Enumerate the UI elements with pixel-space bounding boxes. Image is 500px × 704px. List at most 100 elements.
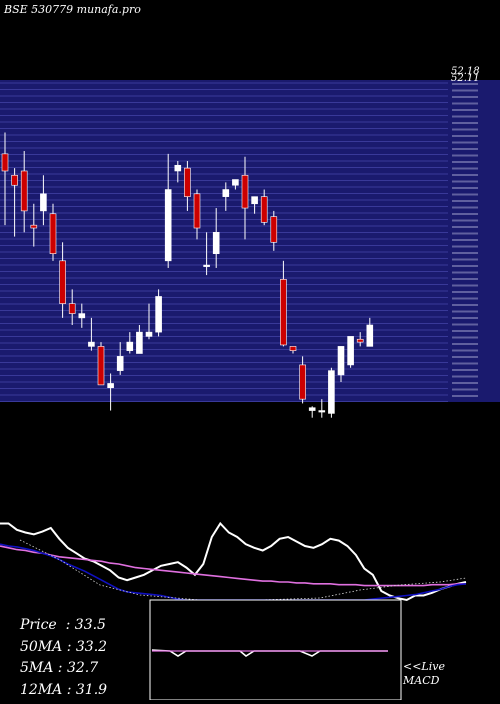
y-axis-label-mark bbox=[452, 362, 478, 365]
chart-title: BSE 530779 munafa.pro bbox=[4, 3, 141, 16]
candle-body-up bbox=[212, 232, 220, 254]
y-axis-label-mark bbox=[452, 206, 478, 209]
y-axis-label-mark bbox=[452, 122, 478, 124]
y-axis-label-mark bbox=[452, 128, 478, 131]
y-axis-label-mark bbox=[452, 167, 478, 170]
y-axis-label-mark bbox=[452, 115, 478, 118]
y-axis-label-mark bbox=[452, 258, 478, 261]
stat-12ma-sep: : bbox=[62, 681, 76, 698]
y-axis-label-mark bbox=[452, 330, 478, 332]
stat-50ma-value: 33.2 bbox=[75, 638, 108, 655]
candle-body-up bbox=[145, 331, 153, 337]
candle-body-up bbox=[232, 179, 239, 186]
macd-box bbox=[149, 599, 402, 701]
y-axis-label-mark bbox=[452, 278, 478, 280]
candle-body-up bbox=[203, 264, 210, 267]
indicator-series-line bbox=[0, 521, 467, 602]
candle-body-up bbox=[136, 331, 143, 354]
candle-body-up bbox=[366, 324, 374, 347]
candle-body-down bbox=[20, 170, 28, 212]
candle-body-down bbox=[1, 153, 9, 172]
stat-12ma-value: 31.9 bbox=[75, 681, 108, 698]
macd-line bbox=[151, 649, 388, 657]
y-axis-label-mark bbox=[452, 96, 478, 98]
stat-5ma: 5MA : 32.7 bbox=[20, 658, 107, 680]
stat-50ma-label: 50MA bbox=[20, 638, 63, 655]
y-axis-label-mark bbox=[452, 265, 478, 267]
y-axis-label-mark bbox=[452, 349, 478, 352]
y-axis-label-mark bbox=[452, 109, 478, 111]
stat-5ma-label: 5MA bbox=[20, 660, 54, 676]
y-axis-label-mark bbox=[452, 336, 478, 339]
candle-body-up bbox=[308, 407, 316, 411]
candle-body-up bbox=[107, 383, 114, 389]
stat-price-value: 33.5 bbox=[74, 617, 106, 633]
y-axis-label-mark bbox=[452, 343, 478, 345]
y-axis-label-mark bbox=[452, 388, 478, 391]
candle-body-down bbox=[30, 224, 38, 229]
y-tick-label: 52.11 bbox=[451, 73, 480, 84]
macd-labels: <<Live MACD bbox=[403, 660, 445, 688]
y-axis-label-mark bbox=[452, 187, 478, 189]
y-axis-label-mark bbox=[452, 219, 478, 222]
stat-5ma-value: 32.7 bbox=[66, 660, 99, 676]
y-axis-label-mark bbox=[452, 213, 478, 215]
grid-lines bbox=[0, 82, 448, 402]
candle-body-down bbox=[299, 364, 306, 400]
y-axis-label-mark bbox=[452, 174, 478, 176]
candle-body-up bbox=[40, 193, 47, 212]
candle-body-down bbox=[289, 346, 297, 351]
stat-5ma-sep: : bbox=[53, 660, 67, 676]
y-axis-label-mark bbox=[452, 180, 478, 183]
y-axis-label-mark bbox=[452, 193, 478, 196]
y-axis-label-mark bbox=[452, 291, 478, 293]
candle-body-down bbox=[97, 346, 105, 386]
candle-body-up bbox=[155, 296, 162, 333]
stat-price-label: Price bbox=[20, 617, 57, 633]
y-axis-label-mark bbox=[452, 317, 478, 319]
candle-body-up bbox=[328, 370, 335, 414]
y-axis-label-column bbox=[452, 83, 478, 397]
stat-price: Price : 33.5 bbox=[20, 615, 107, 637]
macd-label: MACD bbox=[403, 674, 440, 687]
live-label: <<Live bbox=[403, 660, 445, 673]
stat-12ma: 12MA : 31.9 bbox=[20, 680, 107, 702]
indicator-lines bbox=[0, 521, 467, 602]
candle-body-up bbox=[126, 341, 134, 351]
stat-12ma-label: 12MA bbox=[20, 681, 63, 698]
y-axis-label-mark bbox=[452, 148, 478, 150]
y-axis-label-mark bbox=[452, 83, 478, 85]
candle-body-up bbox=[78, 313, 86, 319]
y-tick-label: 52.18 bbox=[451, 66, 480, 77]
y-axis-label-mark bbox=[452, 382, 478, 384]
candle-body-down bbox=[59, 260, 66, 304]
y-axis-label-mark bbox=[452, 310, 478, 313]
candle-body-up bbox=[251, 196, 258, 205]
stats-panel: Price : 33.5 50MA : 33.2 5MA : 32.7 12MA… bbox=[20, 615, 107, 701]
stat-50ma-sep: : bbox=[62, 638, 76, 655]
indicator-series-line bbox=[0, 545, 466, 587]
y-axis-label-mark bbox=[452, 141, 478, 144]
y-axis-label-mark bbox=[452, 245, 478, 248]
y-axis-label-mark bbox=[452, 252, 478, 254]
indicator-signal-line bbox=[19, 539, 467, 601]
candle-body-down bbox=[280, 279, 287, 346]
candle-body-down bbox=[270, 216, 278, 243]
indicator-series-line bbox=[0, 543, 467, 601]
candle-body-up bbox=[116, 356, 124, 371]
y-axis-label-mark bbox=[452, 232, 478, 235]
candle-body-up bbox=[222, 189, 230, 197]
y-axis-label-mark bbox=[452, 271, 478, 274]
y-axis-label-mark bbox=[452, 395, 478, 397]
y-axis-label-mark bbox=[452, 161, 478, 163]
candle-body-down bbox=[11, 174, 18, 186]
candles bbox=[1, 132, 374, 418]
candle-body-up bbox=[347, 336, 354, 366]
y-axis-label-mark bbox=[452, 323, 478, 326]
y-axis-label-mark bbox=[452, 89, 478, 92]
candle-body-up bbox=[174, 164, 182, 172]
grid-band bbox=[0, 80, 500, 402]
